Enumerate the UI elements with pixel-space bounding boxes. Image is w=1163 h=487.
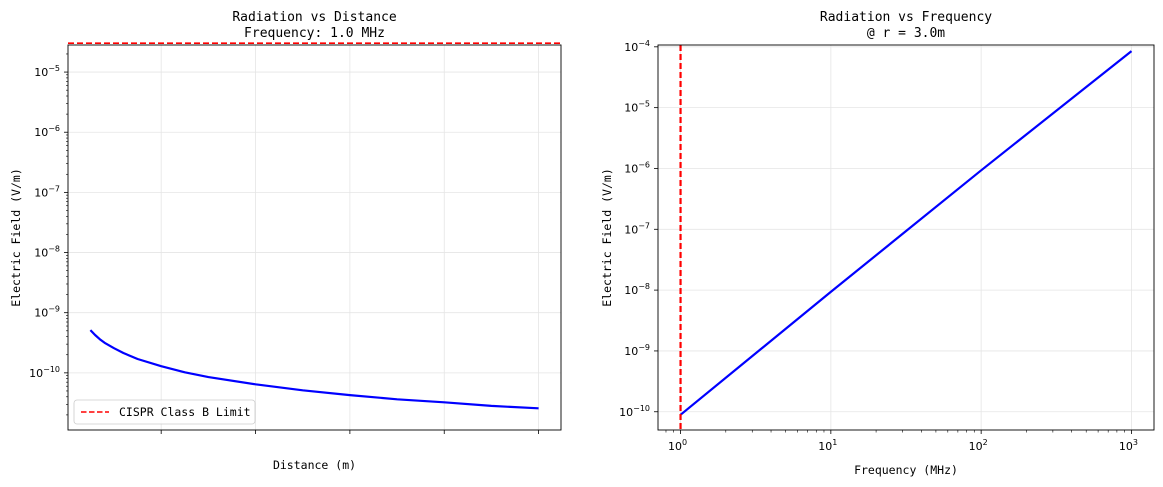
series-group: [679, 45, 1133, 430]
y-ticks: 10−410−510−610−710−810−910−10: [619, 39, 658, 419]
chart-radiation-vs-frequency: 100 101 102 103 10−410−510−610−710−810−910−…: [600, 10, 1155, 477]
x-tick-label: 100: [668, 438, 687, 453]
x-tick-label-base: 10: [969, 440, 983, 453]
y-tick-label-exponent: −9: [638, 343, 650, 352]
plot-area: [68, 45, 561, 430]
y-tick-label-base: 10: [619, 406, 633, 419]
chart-subtitle: Frequency: 1.0 MHz: [244, 26, 385, 41]
x-tick-label-base: 10: [1119, 440, 1133, 453]
y-tick-label-base: 10: [624, 223, 638, 236]
y-tick-label-base: 10: [624, 41, 638, 54]
x-axis-label: Distance (m): [273, 458, 356, 472]
y-tick-label-exponent: −7: [638, 221, 650, 230]
chart-title: Radiation vs Frequency: [820, 10, 992, 25]
y-tick-label-exponent: −10: [43, 365, 60, 374]
legend-label-cispr: CISPR Class B Limit: [119, 405, 251, 419]
y-tick-label-exponent: −10: [633, 404, 650, 413]
x-ticks: [160, 430, 539, 434]
y-tick-label-base: 10: [624, 162, 638, 175]
y-tick-label-base: 10: [624, 102, 638, 115]
y-tick-label-exponent: −5: [48, 64, 60, 73]
y-ticks: 10−510−610−710−810−910−10: [29, 53, 68, 416]
y-tick-label: 10−5: [34, 64, 60, 79]
plot-frame: [657, 44, 1155, 431]
y-tick-label: 10−6: [624, 160, 650, 175]
x-tick-label: 103: [1119, 438, 1138, 453]
y-tick-label-exponent: −4: [638, 39, 650, 48]
y-axis-label: Electric Field (V/m): [9, 168, 23, 306]
y-tick-label: 10−6: [34, 124, 60, 139]
y-tick-label-exponent: −8: [48, 245, 60, 254]
x-ticks: 100 101 102 103: [665, 430, 1138, 453]
y-tick-label-exponent: −9: [48, 305, 60, 314]
y-tick-label-exponent: −8: [638, 282, 650, 291]
y-tick-label-base: 10: [34, 126, 48, 139]
x-tick-label-base: 10: [668, 440, 682, 453]
y-tick-label: 10−9: [624, 343, 650, 358]
y-tick-label-exponent: −6: [638, 160, 650, 169]
chart-title: Radiation vs Distance: [232, 10, 397, 25]
y-tick-label: 10−8: [34, 245, 60, 260]
y-tick-label: 10−4: [624, 39, 650, 54]
x-tick-label-base: 10: [818, 440, 832, 453]
y-tick-label: 10−7: [624, 221, 650, 236]
y-tick-label-base: 10: [624, 345, 638, 358]
grid: [68, 45, 561, 430]
y-tick-label-base: 10: [624, 284, 638, 297]
grid: [658, 45, 1154, 430]
y-tick-label-exponent: −7: [48, 184, 60, 193]
y-tick-label-base: 10: [34, 247, 48, 260]
y-tick-label-base: 10: [34, 307, 48, 320]
x-tick-label-exponent: 2: [983, 438, 988, 447]
y-tick-label: 10−5: [624, 100, 650, 115]
series-group: [68, 42, 561, 410]
y-tick-label: 10−10: [29, 365, 60, 380]
plot-frame: [67, 44, 562, 431]
y-tick-label-base: 10: [34, 66, 48, 79]
x-tick-label-exponent: 1: [832, 438, 837, 447]
y-tick-label: 10−10: [619, 404, 650, 419]
y-tick-label: 10−7: [34, 184, 60, 199]
chart-radiation-vs-distance: 10−510−610−710−810−910−10 Radiation vs D…: [9, 10, 562, 472]
y-tick-label: 10−8: [624, 282, 650, 297]
y-tick-label-exponent: −6: [48, 124, 60, 133]
y-tick-label-exponent: −5: [638, 100, 650, 109]
x-tick-label: 101: [818, 438, 837, 453]
y-tick-label-base: 10: [34, 186, 48, 199]
x-tick-label-exponent: 3: [1133, 438, 1138, 447]
y-tick-label-base: 10: [29, 367, 43, 380]
legend-box: [73, 399, 256, 425]
chart-subtitle: @ r = 3.0m: [867, 26, 945, 41]
x-tick-label-exponent: 0: [682, 438, 687, 447]
legend: CISPR Class B Limit: [73, 399, 256, 425]
series-line-radiation: [679, 50, 1133, 416]
y-tick-label: 10−9: [34, 305, 60, 320]
y-axis-label: Electric Field (V/m): [600, 168, 614, 306]
series-line-radiation: [89, 329, 539, 410]
x-axis-label: Frequency (MHz): [854, 463, 958, 477]
x-tick-label: 102: [969, 438, 988, 453]
